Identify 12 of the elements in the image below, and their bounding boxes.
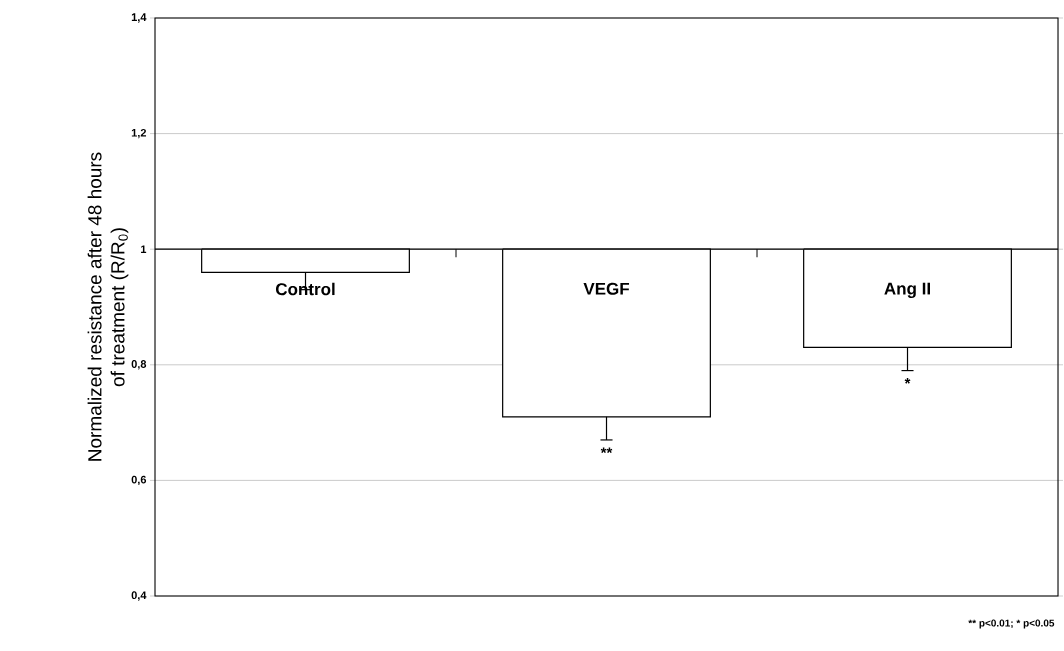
x-tick-label: Ang II	[884, 282, 930, 299]
annotation: *	[904, 378, 911, 384]
y-tick-label: 0,4	[131, 591, 147, 601]
annotation: **	[600, 447, 613, 454]
y-tick-label: 0,8	[131, 360, 147, 370]
x-tick-label: Control	[275, 282, 335, 296]
x-tick-label: VEGF	[583, 282, 630, 295]
y-tick-label: 0,6	[131, 475, 147, 486]
y-tick-label: 1,2	[131, 128, 147, 139]
text: ** p<0.01; * p<0.05	[968, 619, 1055, 629]
y-tick-label: 1,4	[131, 13, 147, 23]
y-tick-label: 1	[141, 245, 147, 253]
